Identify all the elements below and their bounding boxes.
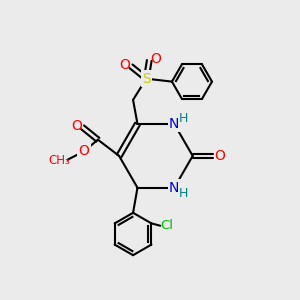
Text: O: O [150, 52, 161, 66]
Text: N: N [169, 181, 179, 195]
Text: O: O [214, 149, 225, 163]
Text: H: H [178, 112, 188, 125]
Text: CH₃: CH₃ [48, 154, 70, 167]
Text: O: O [119, 58, 130, 72]
Text: N: N [169, 117, 179, 131]
Text: O: O [78, 145, 89, 158]
Text: H: H [178, 187, 188, 200]
Text: Cl: Cl [160, 219, 173, 232]
Text: S: S [142, 72, 151, 86]
Text: O: O [71, 119, 82, 133]
